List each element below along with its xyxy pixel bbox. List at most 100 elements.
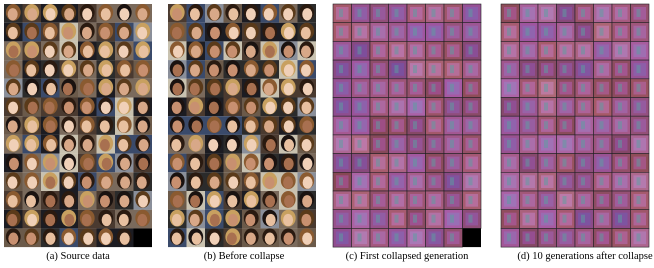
noise	[450, 177, 454, 185]
noise	[563, 84, 567, 92]
caption: (a) Source data	[46, 251, 110, 262]
noise	[376, 121, 380, 129]
noise	[581, 84, 585, 92]
noise	[507, 103, 511, 111]
face	[191, 176, 201, 188]
face	[246, 233, 256, 245]
face	[27, 8, 37, 20]
noise	[358, 159, 362, 167]
face	[82, 214, 92, 226]
face	[246, 158, 256, 170]
noise	[376, 177, 380, 185]
noise	[581, 28, 585, 36]
noise	[413, 65, 417, 73]
noise	[339, 177, 343, 185]
noise	[395, 28, 399, 36]
face	[8, 102, 18, 114]
noise	[413, 196, 417, 204]
noise	[618, 159, 622, 167]
face	[301, 102, 311, 114]
noise	[469, 84, 473, 92]
noise	[450, 28, 454, 36]
face	[120, 176, 130, 188]
face	[228, 83, 238, 95]
face	[192, 233, 202, 245]
face	[82, 8, 92, 20]
face	[26, 233, 36, 245]
noise	[358, 177, 362, 185]
face	[120, 233, 130, 245]
noise	[358, 196, 362, 204]
face	[82, 27, 92, 39]
face	[64, 158, 74, 170]
face	[64, 46, 74, 58]
face	[138, 158, 148, 170]
noise	[358, 28, 362, 36]
noise	[544, 46, 548, 54]
noise	[469, 159, 473, 167]
face	[27, 214, 37, 226]
noise	[563, 233, 567, 241]
face	[100, 27, 110, 39]
face	[210, 83, 220, 95]
noise	[450, 159, 454, 167]
noise	[600, 65, 604, 73]
noise	[469, 177, 473, 185]
noise	[376, 233, 380, 241]
face	[120, 64, 130, 76]
face	[45, 214, 55, 226]
noise	[339, 159, 343, 167]
face	[119, 102, 129, 114]
face	[9, 46, 19, 58]
face	[118, 139, 128, 151]
face	[83, 195, 93, 207]
face	[46, 8, 56, 20]
noise	[563, 28, 567, 36]
face	[100, 139, 110, 151]
noise	[450, 103, 454, 111]
face	[137, 176, 147, 188]
noise	[432, 28, 436, 36]
face	[83, 139, 93, 151]
face	[172, 120, 182, 132]
face	[227, 139, 237, 151]
face	[64, 8, 74, 20]
noise	[339, 46, 343, 54]
noise	[618, 121, 622, 129]
face	[210, 8, 220, 20]
face	[210, 27, 220, 39]
noise	[600, 46, 604, 54]
noise	[432, 215, 436, 223]
face	[229, 27, 239, 39]
face	[119, 120, 129, 132]
noise	[432, 121, 436, 129]
face	[101, 233, 111, 245]
noise	[618, 196, 622, 204]
noise	[507, 177, 511, 185]
face	[64, 195, 74, 207]
face	[138, 120, 148, 132]
face	[137, 214, 147, 226]
face	[284, 46, 294, 58]
face	[209, 102, 219, 114]
face	[284, 233, 294, 245]
noise	[581, 140, 585, 148]
noise	[507, 159, 511, 167]
noise	[395, 103, 399, 111]
noise	[450, 46, 454, 54]
face	[26, 139, 36, 151]
face	[190, 64, 200, 76]
noise	[563, 196, 567, 204]
face	[301, 214, 311, 226]
face	[302, 158, 312, 170]
caption: (c) First collapsed generation	[346, 251, 469, 262]
noise	[526, 65, 530, 73]
face	[191, 46, 201, 58]
noise	[339, 65, 343, 73]
face	[27, 83, 37, 95]
face	[265, 233, 275, 245]
face	[265, 195, 275, 207]
face	[63, 83, 73, 95]
noise	[618, 233, 622, 241]
face	[210, 195, 220, 207]
